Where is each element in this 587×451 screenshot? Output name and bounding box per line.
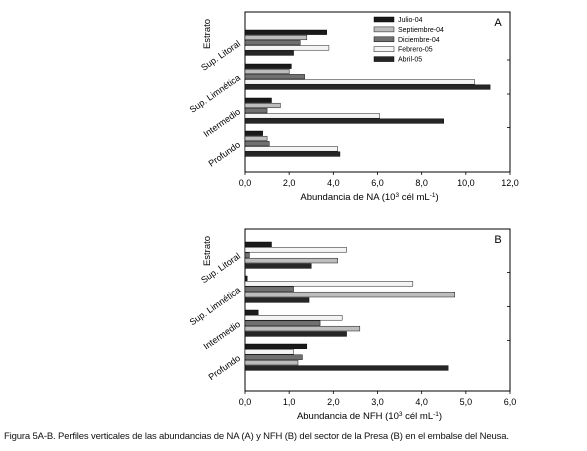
bar [244, 325, 361, 332]
x-tick-label: 1,0 [283, 397, 296, 407]
category-label: Profundo [206, 353, 242, 382]
x-tick-label: 6,0 [504, 397, 517, 407]
x-tick-label: 8,0 [415, 178, 428, 188]
bar [244, 281, 414, 287]
bar [244, 286, 294, 292]
x-axis-title: Abundancia de NA (103 cél mL-1) [300, 192, 438, 204]
bar [244, 151, 341, 157]
legend-label: Abril-05 [398, 57, 422, 64]
bar [244, 247, 347, 253]
x-tick-label: 12,0 [501, 178, 519, 188]
bar [244, 97, 272, 103]
legend: Julio-04 Septiembre-04 Diciembre-04 Febrero… [373, 16, 444, 64]
legend-swatch [373, 26, 395, 33]
bar [244, 102, 281, 109]
x-axis-title: Abundancia de NFH (103 cél mL-1) [297, 411, 442, 423]
legend-label: Diciembre-04 [398, 37, 440, 44]
bar [244, 349, 294, 355]
legend-label: Febrero-05 [398, 47, 433, 54]
bar [244, 297, 310, 303]
chart-b: 0,0 1,0 2,0 3,0 4,0 5,0 6,0 Abundancia de NFH (… [188, 228, 517, 423]
bar [244, 74, 305, 80]
bar [244, 84, 491, 90]
bar [244, 118, 444, 124]
bar [244, 365, 449, 371]
bar [244, 309, 259, 316]
panel-label: B [494, 234, 501, 246]
bar [244, 50, 294, 56]
bar [244, 34, 308, 41]
x-tick-label: 4,0 [415, 397, 428, 407]
bar [244, 135, 268, 142]
bar [244, 141, 270, 147]
x-tick-label: 10,0 [457, 178, 475, 188]
category-label: Intermedio [202, 319, 243, 352]
x-tick-label: 2,0 [283, 178, 296, 188]
bar [244, 79, 475, 85]
bar [244, 252, 250, 258]
bar [244, 113, 380, 119]
y-axis-title: Estrato [202, 236, 213, 266]
bar [244, 263, 312, 269]
legend-swatch [373, 46, 395, 52]
x-tick-label: 2,0 [327, 397, 340, 407]
bar [244, 291, 456, 298]
bar [244, 257, 338, 264]
category-label: Profundo [206, 139, 242, 168]
x-tick-label: 0,0 [239, 397, 252, 407]
legend-swatch [373, 36, 395, 43]
y-axis-title: Estrato [202, 19, 213, 49]
bar [244, 146, 338, 152]
x-tick-label: 5,0 [460, 397, 473, 407]
bar [244, 40, 301, 46]
bar [244, 343, 308, 350]
bar [244, 320, 321, 326]
chart-a: 0,0 2,0 4,0 6,0 8,0 10,0 12,0 Abundancia de NA … [188, 11, 519, 204]
legend-swatch [373, 56, 395, 62]
bar [244, 108, 268, 114]
legend-label: Septiembre-04 [398, 27, 444, 34]
bar [244, 68, 290, 75]
bar [244, 354, 303, 360]
bar [244, 241, 272, 248]
legend-swatch [373, 16, 395, 23]
bar [244, 275, 248, 282]
bar [244, 315, 343, 321]
bar [244, 45, 330, 51]
bar [244, 359, 299, 366]
figure-caption: Figura 5A-B. Perfiles verticales de las … [4, 431, 509, 442]
bar [244, 63, 292, 69]
x-tick-label: 6,0 [371, 178, 384, 188]
bar [244, 29, 327, 35]
x-tick-label: 3,0 [371, 397, 384, 407]
bar [244, 130, 263, 136]
bar [244, 331, 347, 337]
panel-label: A [494, 17, 502, 29]
category-label: Intermedio [202, 106, 243, 139]
legend-label: Julio-04 [398, 17, 423, 24]
x-tick-label: 0,0 [239, 178, 252, 188]
x-tick-label: 4,0 [327, 178, 340, 188]
